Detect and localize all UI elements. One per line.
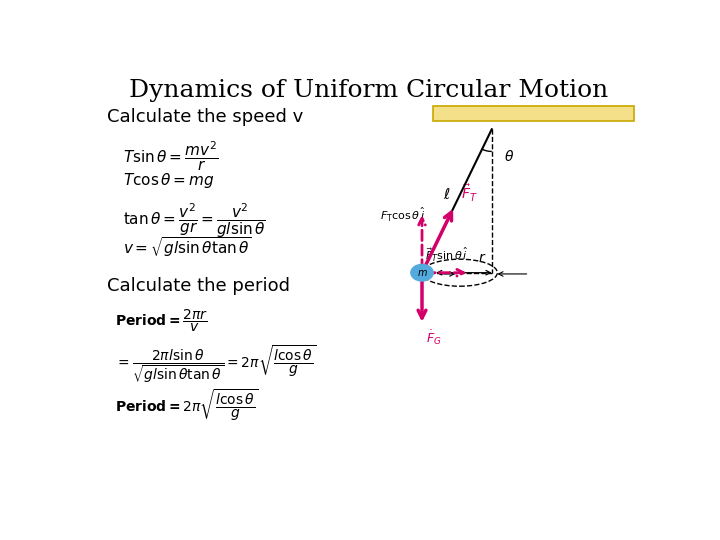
Text: Dynamics of Uniform Circular Motion: Dynamics of Uniform Circular Motion <box>130 79 608 103</box>
FancyBboxPatch shape <box>433 106 634 121</box>
Text: $= \dfrac{2\pi l\sin\theta}{\sqrt{gl\sin\theta\tan\theta}} = 2\pi\sqrt{\dfrac{l\: $= \dfrac{2\pi l\sin\theta}{\sqrt{gl\sin… <box>115 343 317 385</box>
Text: $r$: $r$ <box>478 251 486 265</box>
Text: $\vec{F}_T$: $\vec{F}_T$ <box>461 183 478 204</box>
Text: $\dot{F}_G$: $\dot{F}_G$ <box>426 329 442 347</box>
Text: $\theta$: $\theta$ <box>504 149 514 164</box>
Text: $F_{\rm T}\cos\theta\,\hat{j}$: $F_{\rm T}\cos\theta\,\hat{j}$ <box>380 205 426 224</box>
Circle shape <box>411 265 433 281</box>
Text: $\ell$: $\ell$ <box>443 187 451 202</box>
Text: Calculate the speed v: Calculate the speed v <box>107 109 303 126</box>
Text: $m$: $m$ <box>417 268 428 278</box>
Text: $\mathbf{Period=}2\pi\sqrt{\dfrac{l\cos\theta}{g}}$: $\mathbf{Period=}2\pi\sqrt{\dfrac{l\cos\… <box>115 387 258 423</box>
Text: $T\sin\theta = \dfrac{mv^2}{r}$: $T\sin\theta = \dfrac{mv^2}{r}$ <box>124 140 219 173</box>
Text: Calculate the period: Calculate the period <box>107 277 289 295</box>
Text: $\mathbf{Period=}\dfrac{2\pi r}{v}$: $\mathbf{Period=}\dfrac{2\pi r}{v}$ <box>115 308 208 334</box>
Text: $T\cos\theta = mg$: $T\cos\theta = mg$ <box>124 171 215 190</box>
Text: $\tan\theta = \dfrac{v^2}{gr} = \dfrac{v^2}{gl\sin\theta}$: $\tan\theta = \dfrac{v^2}{gr} = \dfrac{v… <box>124 202 266 240</box>
Text: $\vec{F}_T\sin\theta\,\hat{i}$: $\vec{F}_T\sin\theta\,\hat{i}$ <box>425 246 468 265</box>
Text: $v = \sqrt{gl\sin\theta\tan\theta}$: $v = \sqrt{gl\sin\theta\tan\theta}$ <box>124 235 253 259</box>
